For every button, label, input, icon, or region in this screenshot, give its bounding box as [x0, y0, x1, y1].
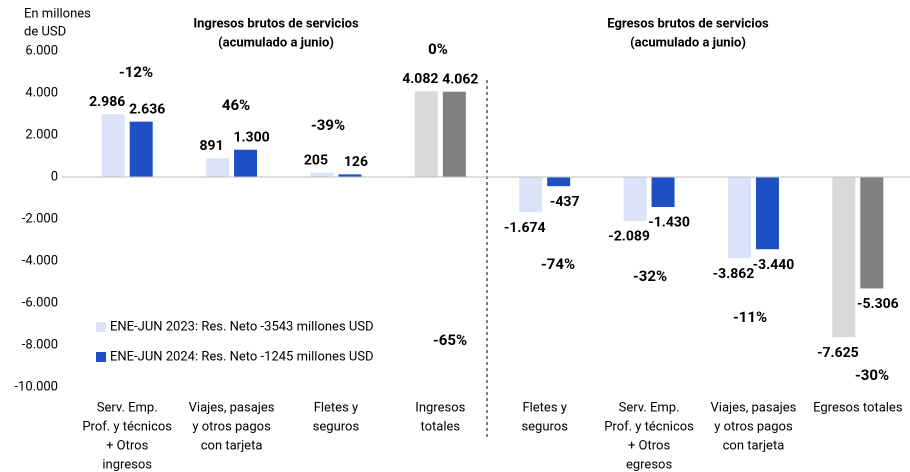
value-label: -437 — [550, 194, 580, 210]
y-axis-label: En millones — [24, 6, 91, 21]
change-annotation: 46% — [222, 96, 250, 114]
x-tick-label: y otros pagos — [714, 419, 793, 434]
y-tick-label: -4.000 — [22, 253, 58, 268]
change-annotation: -32% — [633, 267, 667, 285]
bar — [234, 149, 258, 177]
y-tick-label: -6.000 — [22, 295, 58, 310]
x-tick-label: totales — [420, 419, 460, 434]
x-tick-label: Fletes y — [314, 400, 358, 415]
y-tick-label: -10.000 — [14, 379, 58, 394]
y-tick-label: -8.000 — [22, 337, 58, 352]
change-annotation: 0% — [428, 40, 448, 58]
value-label: -3.862 — [713, 266, 755, 282]
change-annotation: -39% — [311, 116, 345, 134]
x-tick-label: con tarjeta — [723, 438, 785, 453]
x-tick-label: seguros — [313, 419, 360, 434]
change-annotation: -74% — [541, 255, 575, 273]
bar — [860, 177, 884, 289]
change-annotation: -30% — [855, 366, 889, 384]
bar — [832, 177, 856, 338]
x-tick-label: egresos — [626, 457, 672, 472]
bar — [101, 114, 125, 177]
x-tick-label: Serv. Emp. — [97, 400, 158, 415]
bar — [519, 177, 543, 213]
value-label: 891 — [200, 138, 224, 154]
value-label: 1.300 — [233, 129, 269, 145]
legend-swatch — [96, 322, 106, 332]
x-tick-label: seguros — [521, 419, 568, 434]
legend-label: ENE-JUN 2023: Res. Neto -3543 millones U… — [110, 319, 374, 334]
section-title: Ingresos brutos de servicios — [193, 16, 359, 31]
bar — [623, 177, 647, 221]
x-tick-label: Viajes, pasajes — [711, 400, 797, 415]
bar — [310, 172, 334, 177]
value-label: 205 — [304, 152, 328, 168]
legend-label: ENE-JUN 2024: Res. Neto -1245 millones U… — [110, 349, 374, 364]
bar — [129, 121, 153, 177]
legend-swatch — [96, 352, 106, 362]
change-annotation: -65% — [433, 331, 467, 349]
value-label: 4.082 — [402, 71, 438, 87]
x-tick-label: + Otros — [628, 438, 670, 453]
section-title: (acumulado a junio) — [218, 35, 334, 50]
x-tick-label: con tarjeta — [201, 438, 263, 453]
value-label: 126 — [344, 154, 368, 170]
section-title: Egresos brutos de servicios — [607, 16, 769, 31]
value-label: -5.306 — [857, 296, 899, 312]
value-label: 2.636 — [129, 101, 165, 117]
bar — [547, 177, 571, 187]
x-tick-label: ingresos — [102, 457, 152, 472]
bar — [206, 158, 230, 177]
x-tick-label: Ingresos — [415, 400, 465, 415]
bar — [727, 177, 751, 259]
x-tick-label: y otros pagos — [192, 419, 271, 434]
value-label: -2.089 — [608, 229, 650, 245]
bar — [442, 91, 466, 177]
y-tick-label: -2.000 — [22, 211, 58, 226]
bar — [755, 177, 779, 250]
x-tick-label: Prof. y técnicos — [82, 419, 172, 434]
x-tick-label: Egresos totales — [813, 400, 903, 415]
x-tick-label: Serv. Emp. — [619, 400, 680, 415]
x-tick-label: Prof. y técnicos — [604, 419, 694, 434]
y-tick-label: 6.000 — [25, 43, 58, 58]
bar — [414, 91, 438, 177]
y-tick-label: 0 — [51, 169, 58, 184]
value-label: 4.062 — [442, 71, 478, 87]
x-tick-label: + Otros — [106, 438, 148, 453]
bar — [338, 174, 362, 177]
change-annotation: -12% — [119, 63, 153, 81]
value-label: -1.430 — [648, 215, 690, 231]
section-title: (acumulado a junio) — [630, 35, 746, 50]
y-tick-label: 2.000 — [25, 127, 58, 142]
x-tick-label: Fletes y — [522, 400, 566, 415]
value-label: -1.674 — [504, 220, 546, 236]
bar — [651, 177, 675, 208]
x-tick-label: Viajes, pasajes — [189, 400, 275, 415]
value-label: -3.440 — [753, 257, 795, 273]
y-axis-label: de USD — [24, 24, 66, 39]
change-annotation: -11% — [733, 308, 767, 326]
y-tick-label: 4.000 — [25, 85, 58, 100]
value-label: -7.625 — [817, 345, 859, 361]
value-label: 2.986 — [89, 94, 125, 110]
